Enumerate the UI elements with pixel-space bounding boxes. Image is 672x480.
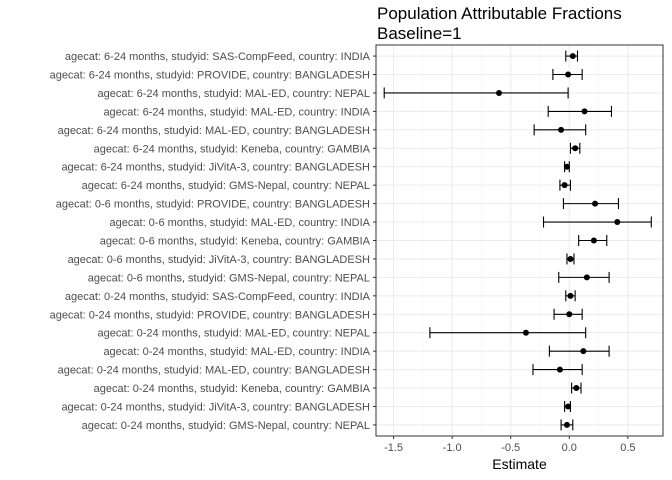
y-tick-label: agecat: 0-24 months, studyid: Keneba, co… [94, 383, 371, 395]
estimate-point [572, 145, 579, 152]
y-tick-label: agecat: 6-24 months, studyid: MAL-ED, co… [58, 125, 370, 137]
estimate-row [553, 308, 583, 320]
estimate-row [548, 345, 610, 357]
chart-title-line: Population Attributable Fractions [377, 4, 622, 23]
estimate-point [567, 292, 574, 299]
y-tick-label: agecat: 0-6 months, studyid: Keneba, cou… [100, 236, 371, 248]
estimate-point [566, 311, 573, 318]
estimate-row [565, 290, 576, 302]
estimate-row [563, 161, 570, 173]
estimate-row [542, 216, 652, 228]
estimate-point [573, 385, 580, 392]
y-tick-label: agecat: 0-6 months, studyid: GMS-Nepal, … [88, 272, 370, 284]
estimate-point [580, 348, 587, 355]
y-tick-label: agecat: 6-24 months, studyid: Keneba, co… [94, 143, 371, 155]
y-tick-label: agecat: 6-24 months, studyid: MAL-ED, co… [98, 88, 370, 100]
estimate-point [565, 71, 572, 78]
y-tick-label: agecat: 6-24 months, studyid: PROVIDE, c… [50, 70, 370, 82]
x-tick-label: 0.0 [562, 442, 577, 454]
axis-layer: agecat: 6-24 months, studyid: SAS-CompFe… [50, 51, 636, 454]
estimate-row [532, 364, 583, 376]
y-tick-label: agecat: 6-24 months, studyid: MAL-ED, co… [103, 106, 370, 118]
estimate-row [559, 179, 572, 191]
x-tick-label: -1.0 [443, 442, 462, 454]
y-tick-label: agecat: 0-6 months, studyid: MAL-ED, cou… [110, 217, 371, 229]
estimate-row [560, 419, 574, 431]
estimate-point [590, 237, 597, 244]
chart-subtitle-line: Baseline=1 [377, 24, 462, 43]
estimate-row [533, 124, 587, 136]
x-tick-label: -0.5 [501, 442, 520, 454]
estimate-point [561, 182, 568, 189]
estimate-row [558, 271, 610, 283]
estimate-point [522, 329, 529, 336]
y-tick-label: agecat: 0-6 months, studyid: JiVitA-3, c… [68, 254, 370, 266]
estimate-row [569, 142, 581, 154]
y-tick-label: agecat: 0-24 months, studyid: PROVIDE, c… [50, 309, 370, 321]
estimate-point [567, 255, 574, 262]
estimate-point [569, 53, 576, 60]
x-axis-title: Estimate [492, 456, 547, 472]
marks-layer [383, 50, 652, 431]
estimate-point [614, 219, 621, 226]
estimate-row [552, 69, 583, 81]
estimate-point [581, 108, 588, 115]
y-tick-label: agecat: 0-24 months, studyid: JiVitA-3, … [61, 401, 370, 413]
grid-layer [376, 45, 663, 436]
estimate-point [563, 163, 570, 170]
chart-title: Population Attributable Fractions Baseli… [377, 4, 622, 44]
estimate-row [547, 105, 613, 117]
x-tick-label: 0.5 [620, 442, 635, 454]
estimate-point [558, 126, 565, 133]
estimate-row [571, 382, 582, 394]
y-tick-label: agecat: 6-24 months, studyid: GMS-Nepal,… [82, 180, 370, 192]
estimate-point [565, 403, 572, 410]
estimate-row [383, 87, 569, 99]
estimate-point [556, 366, 563, 373]
estimate-row [566, 253, 575, 265]
estimate-row [564, 400, 572, 412]
estimate-point [592, 200, 599, 207]
y-tick-label: agecat: 0-6 months, studyid: PROVIDE, co… [56, 199, 370, 211]
estimate-row [578, 235, 608, 246]
estimate-point [583, 274, 590, 281]
y-tick-label: agecat: 0-24 months, studyid: GMS-Nepal,… [82, 420, 370, 432]
y-tick-label: agecat: 0-24 months, studyid: SAS-CompFe… [65, 291, 371, 303]
estimate-row [429, 327, 587, 339]
y-tick-label: agecat: 0-24 months, studyid: MAL-ED, co… [103, 346, 370, 358]
y-tick-label: agecat: 0-24 months, studyid: MAL-ED, co… [58, 365, 370, 377]
estimate-point [496, 89, 502, 96]
x-tick-label: -1.5 [384, 442, 403, 454]
y-tick-label: agecat: 6-24 months, studyid: JiVitA-3, … [61, 162, 370, 174]
y-tick-label: agecat: 0-24 months, studyid: MAL-ED, co… [98, 328, 370, 340]
estimate-row [562, 198, 620, 210]
estimate-row [565, 50, 579, 62]
y-tick-label: agecat: 6-24 months, studyid: SAS-CompFe… [65, 51, 371, 63]
estimate-point [563, 421, 570, 428]
